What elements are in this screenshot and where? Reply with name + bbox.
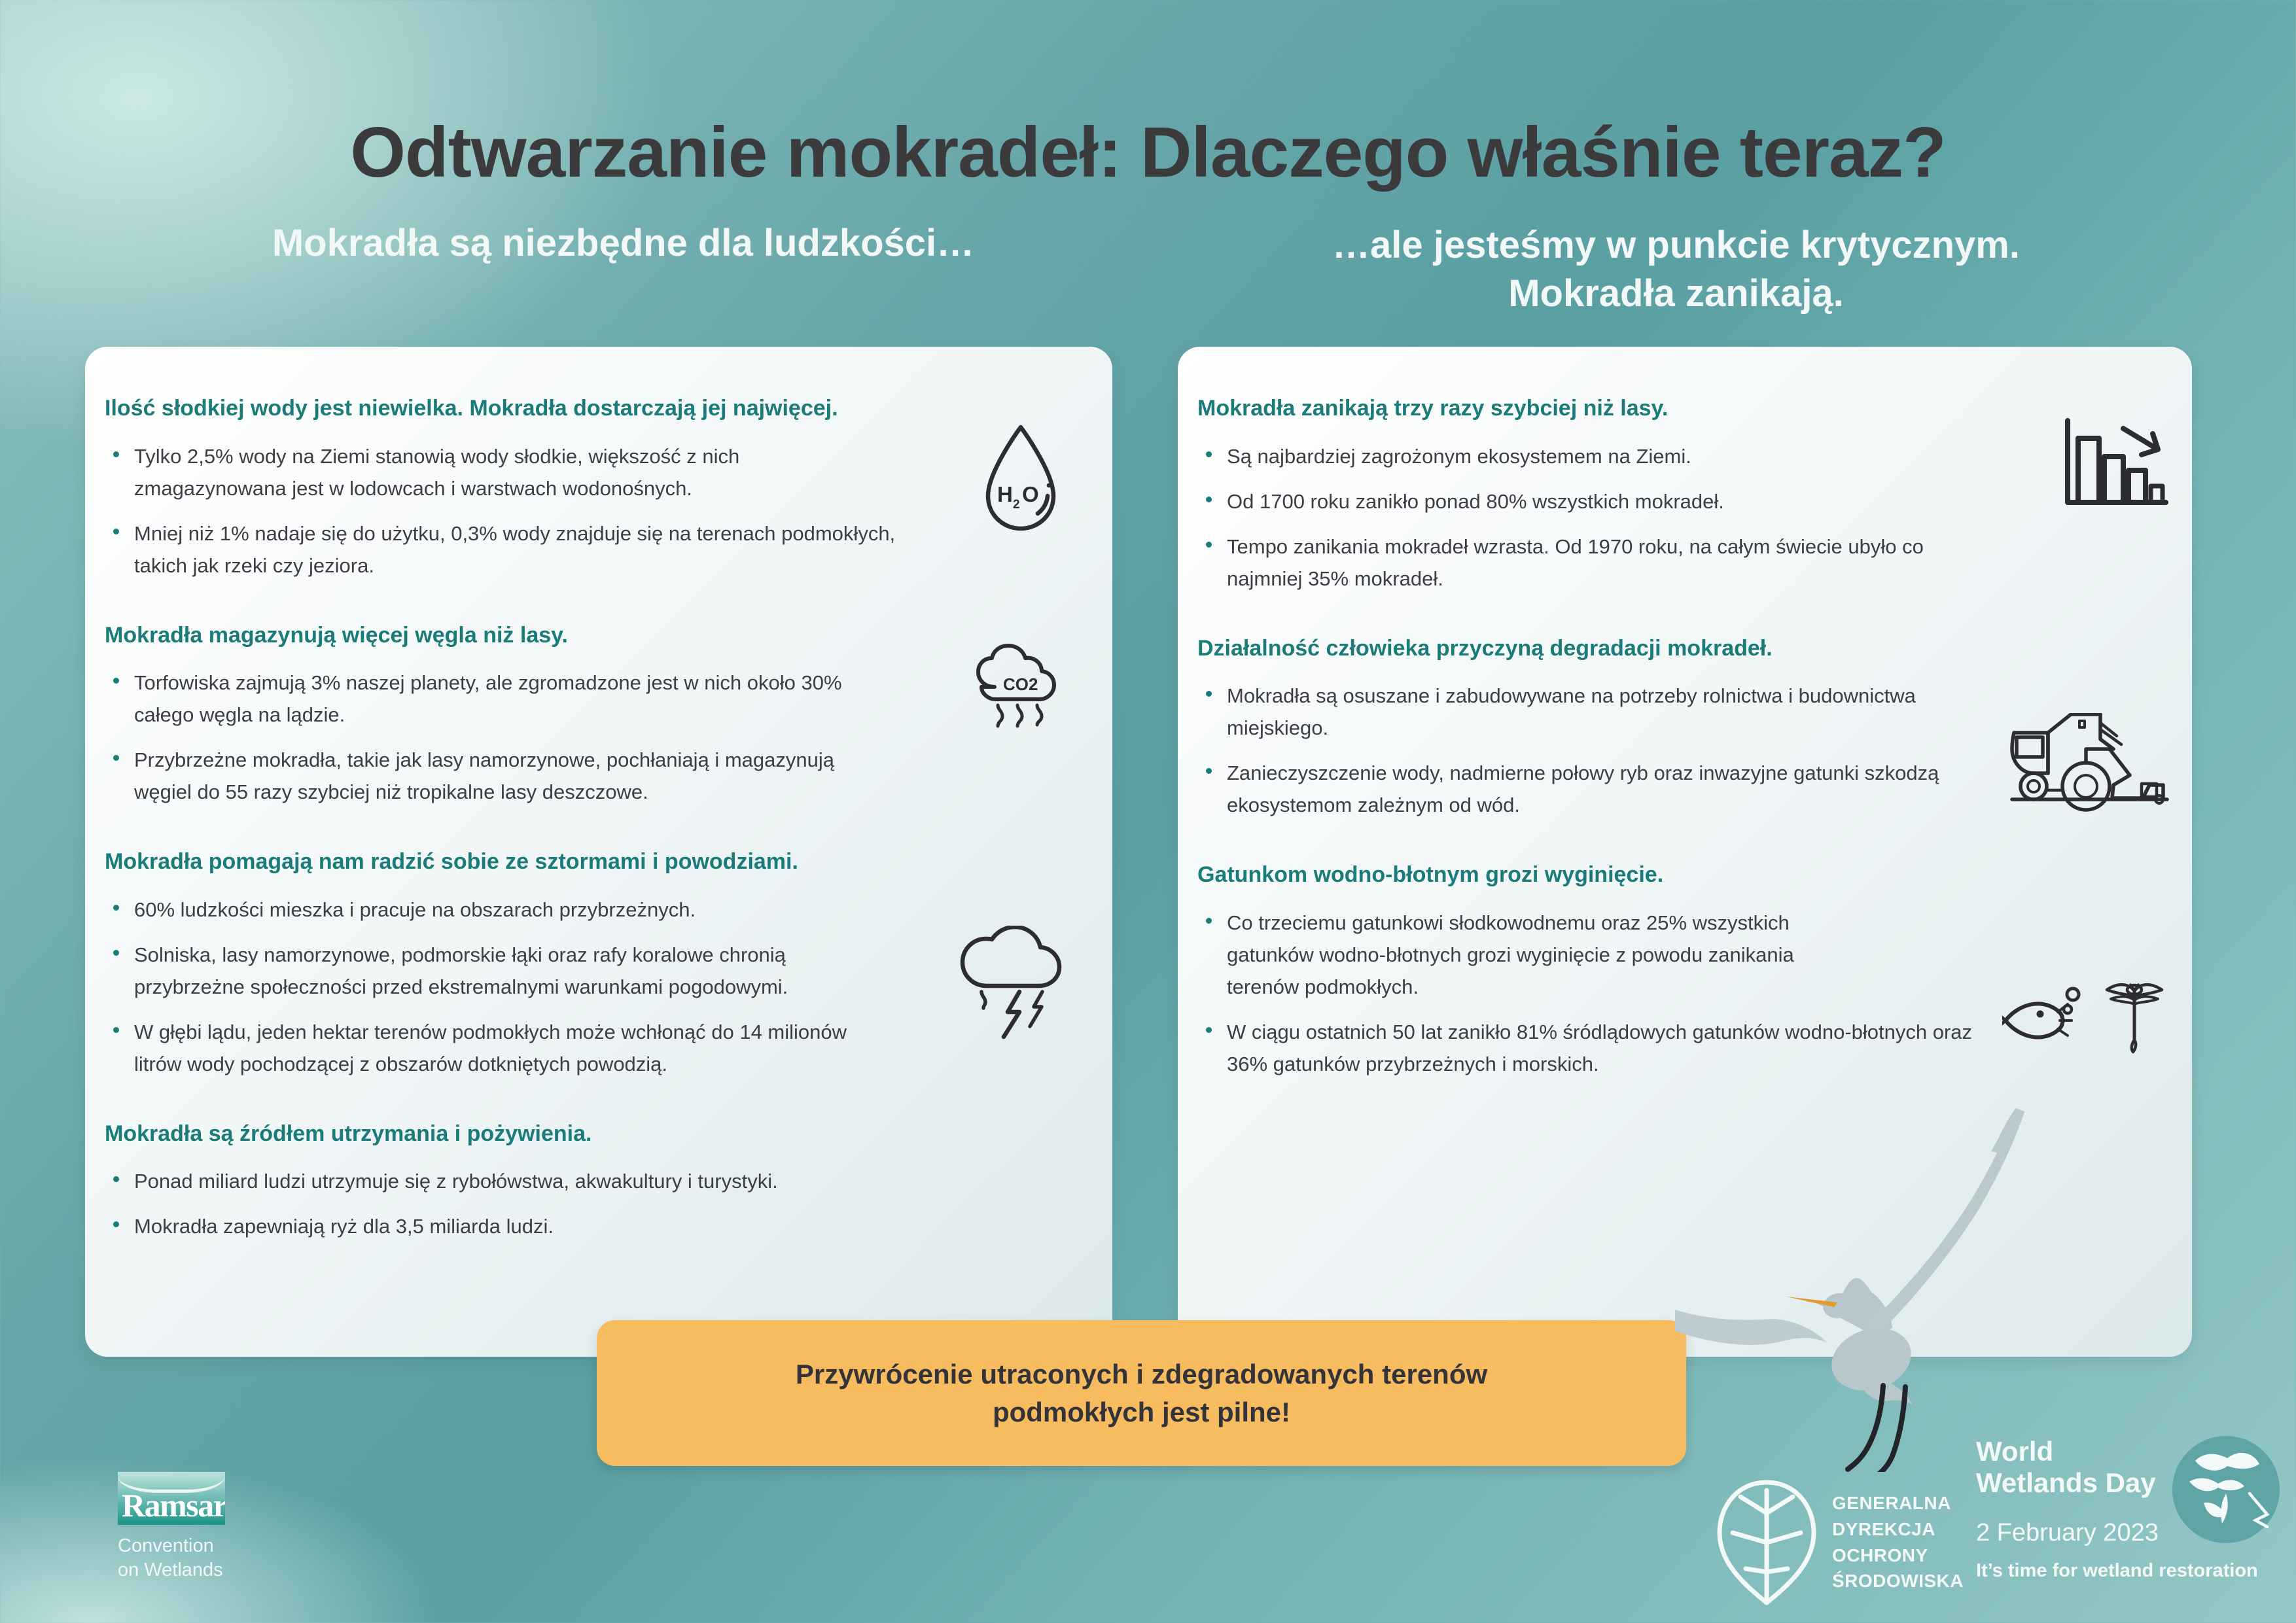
svg-text:2: 2	[1013, 498, 1020, 512]
svg-text:O: O	[1022, 482, 1039, 506]
svg-text:CO2: CO2	[1003, 674, 1038, 694]
svg-text:H: H	[997, 482, 1013, 506]
